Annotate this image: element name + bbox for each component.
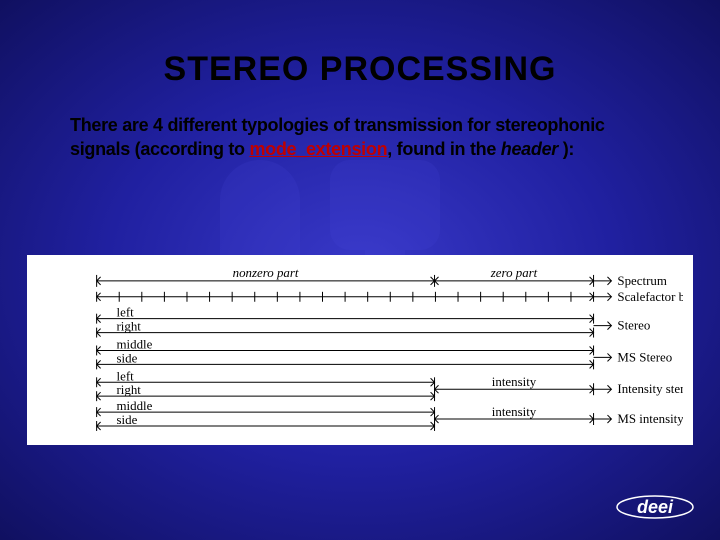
svg-text:Spectrum: Spectrum	[617, 273, 666, 288]
slide-body: There are 4 different typologies of tran…	[70, 113, 650, 162]
svg-text:Scalefactor bands: Scalefactor bands	[617, 289, 683, 304]
header-term: header	[501, 139, 558, 159]
slide-content: STEREO PROCESSING There are 4 different …	[0, 0, 720, 162]
svg-text:intensity: intensity	[492, 404, 537, 419]
svg-text:right: right	[117, 382, 142, 397]
mode-extension-term: mode_extension	[249, 139, 387, 159]
body-mid: , found in the	[387, 139, 500, 159]
svg-text:side: side	[117, 412, 138, 427]
svg-text:MS intensity stereo: MS intensity stereo	[617, 411, 683, 426]
svg-text:zero part: zero part	[490, 265, 538, 280]
svg-text:middle: middle	[117, 336, 153, 351]
body-post: ):	[558, 139, 574, 159]
svg-text:MS Stereo: MS Stereo	[617, 349, 672, 364]
stereo-diagram: nonzero part zero part SpectrumScalefactor…	[27, 255, 693, 445]
svg-text:right: right	[117, 319, 142, 334]
svg-text:deei: deei	[637, 497, 674, 517]
svg-text:Intensity stereo: Intensity stereo	[617, 381, 683, 396]
svg-text:left: left	[117, 305, 135, 320]
svg-text:Stereo: Stereo	[617, 318, 650, 333]
deei-logo: deei	[616, 493, 694, 526]
svg-text:side: side	[117, 350, 138, 365]
svg-text:intensity: intensity	[492, 374, 537, 389]
svg-text:nonzero part: nonzero part	[233, 265, 299, 280]
svg-text:left: left	[117, 368, 135, 383]
svg-text:middle: middle	[117, 398, 153, 413]
slide-title: STEREO PROCESSING	[70, 50, 650, 89]
